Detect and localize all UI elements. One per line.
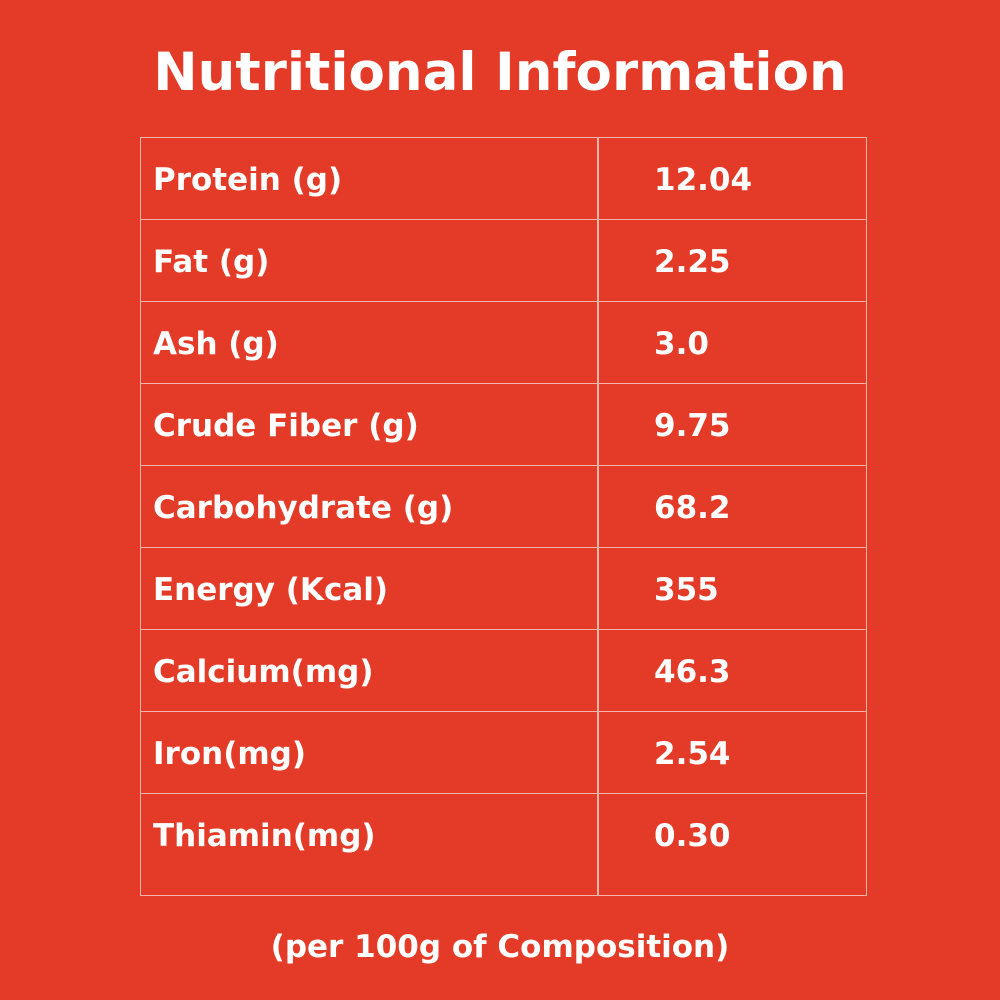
nutrient-label: Crude Fiber (g) xyxy=(153,408,419,444)
nutrient-label: Ash (g) xyxy=(153,326,279,362)
nutrient-value: 12.04 xyxy=(654,162,753,198)
nutrient-value: 9.75 xyxy=(654,408,731,444)
table-row: Crude Fiber (g) 9.75 xyxy=(141,384,866,466)
table-row: Protein (g) 12.04 xyxy=(141,138,866,220)
table-row: Thiamin(mg) 0.30 xyxy=(141,794,866,893)
nutrient-label: Iron(mg) xyxy=(153,736,307,772)
nutrient-value: 0.30 xyxy=(654,818,731,854)
nutrient-label: Protein (g) xyxy=(153,162,343,198)
nutrient-label: Fat (g) xyxy=(153,244,270,280)
footnote: (per 100g of Composition) xyxy=(270,929,730,965)
table-row: Carbohydrate (g) 68.2 xyxy=(141,466,866,548)
nutrition-table: Protein (g) 12.04 Fat (g) 2.25 Ash (g) 3… xyxy=(140,137,867,896)
table-row: Energy (Kcal) 355 xyxy=(141,548,866,630)
table-row: Calcium(mg) 46.3 xyxy=(141,630,866,712)
table-row: Iron(mg) 2.54 xyxy=(141,712,866,794)
table-row: Fat (g) 2.25 xyxy=(141,220,866,302)
nutrient-label: Thiamin(mg) xyxy=(153,818,376,854)
nutrient-value: 68.2 xyxy=(654,490,731,526)
nutrient-value: 2.25 xyxy=(654,244,731,280)
nutrient-value: 355 xyxy=(654,572,719,608)
column-divider xyxy=(597,138,599,895)
table-row: Ash (g) 3.0 xyxy=(141,302,866,384)
nutrient-label: Carbohydrate (g) xyxy=(153,490,454,526)
nutrient-value: 3.0 xyxy=(654,326,709,362)
nutrient-value: 2.54 xyxy=(654,736,731,772)
page-title: Nutritional Information xyxy=(153,42,847,103)
nutrient-label: Energy (Kcal) xyxy=(153,572,389,608)
nutrient-label: Calcium(mg) xyxy=(153,654,374,690)
nutrient-value: 46.3 xyxy=(654,654,731,690)
